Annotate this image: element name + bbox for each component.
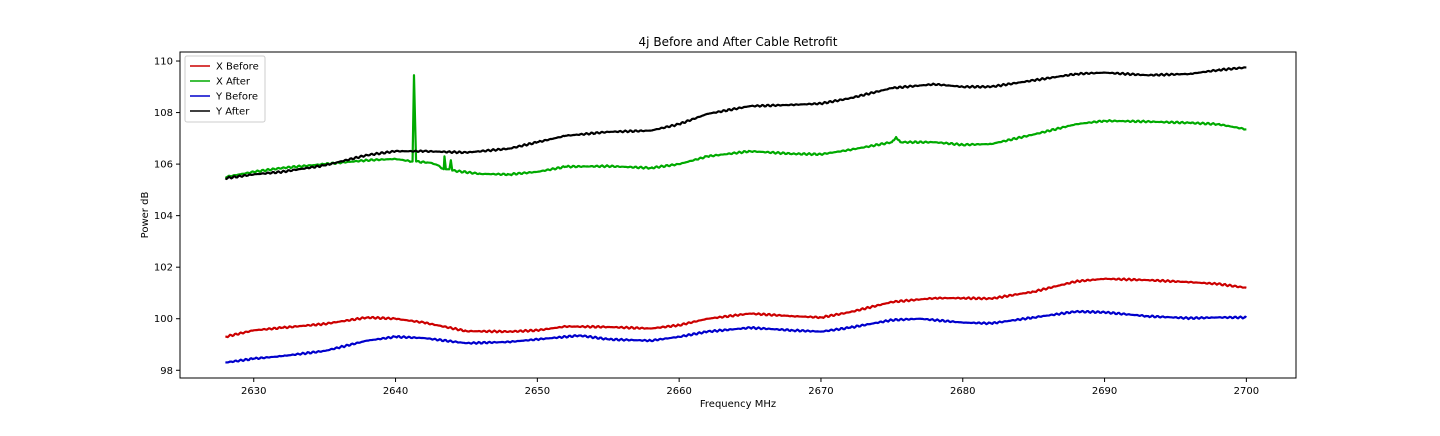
legend-label: X Before xyxy=(216,62,259,73)
x-tick-label: 2670 xyxy=(808,386,833,397)
x-tick-label: 2690 xyxy=(1092,386,1117,397)
series-line-y-after xyxy=(224,66,1247,181)
x-tick-label: 2680 xyxy=(950,386,975,397)
series-lines xyxy=(224,66,1247,364)
series-line-y-before xyxy=(225,309,1247,364)
y-tick-label: 108 xyxy=(154,108,173,119)
x-axis: 2630 2640 2650 2660 2670 2680 2690 2700 xyxy=(241,378,1259,397)
chart-title: 4j Before and After Cable Retrofit xyxy=(639,35,838,49)
y-tick-label: 104 xyxy=(154,211,173,222)
y-tick-label: 102 xyxy=(154,263,173,274)
x-tick-label: 2640 xyxy=(383,386,408,397)
plot-area xyxy=(179,51,1297,379)
x-tick-label: 2660 xyxy=(666,386,691,397)
plot-frame xyxy=(179,51,1297,379)
series-line-x-after xyxy=(224,74,1247,179)
series-line-x-before xyxy=(225,277,1247,339)
y-tick-label: 98 xyxy=(160,366,173,377)
legend-label: Y Before xyxy=(215,92,258,103)
y-tick-label: 106 xyxy=(154,160,173,171)
y-axis-label: Power dB xyxy=(140,192,151,239)
y-axis: 98 100 102 104 106 108 110 xyxy=(154,57,180,377)
legend-label: Y After xyxy=(215,107,250,118)
x-axis-label: Frequency MHz xyxy=(700,399,776,410)
legend-box xyxy=(184,55,266,123)
y-tick-label: 100 xyxy=(154,314,173,325)
x-tick-label: 2650 xyxy=(525,386,550,397)
legend: X Before X After Y Before Y After xyxy=(184,55,266,123)
y-tick-label: 110 xyxy=(154,57,173,68)
legend-label: X After xyxy=(216,77,251,88)
x-tick-label: 2630 xyxy=(241,386,266,397)
x-tick-label: 2700 xyxy=(1234,386,1259,397)
